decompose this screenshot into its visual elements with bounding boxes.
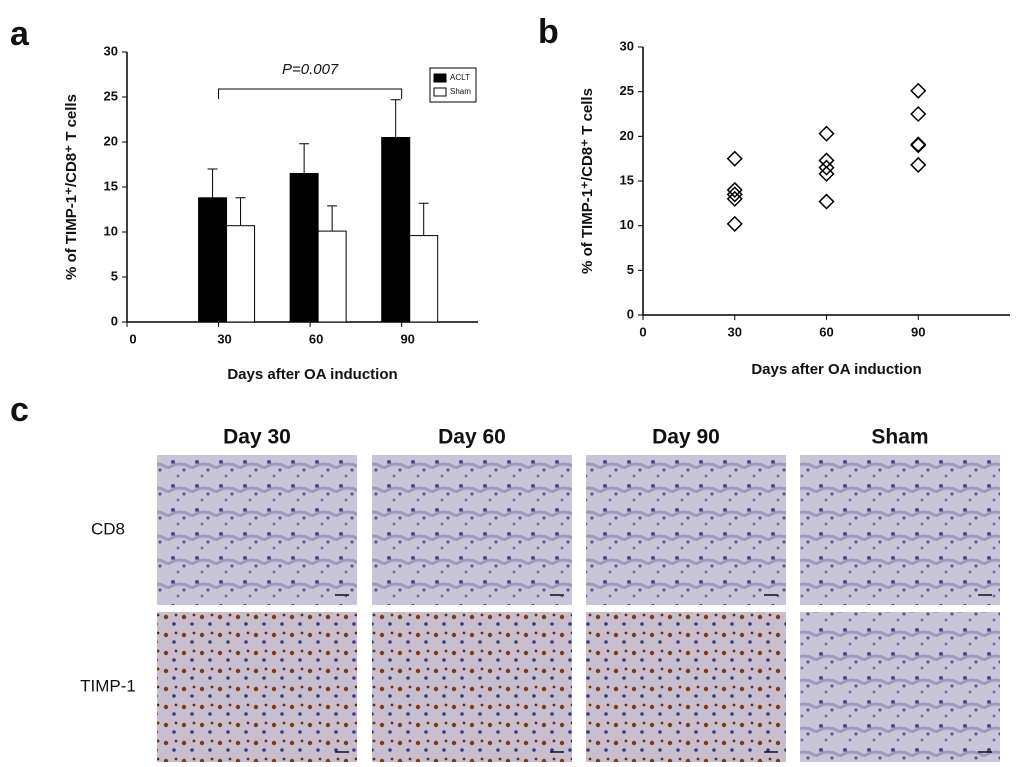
y-axis-label: % of TIMP-1⁺/CD8⁺ T cells bbox=[63, 94, 80, 280]
y-axis-label: % of TIMP-1⁺/CD8⁺ T cells bbox=[579, 88, 596, 274]
point bbox=[818, 159, 835, 176]
point bbox=[726, 150, 743, 167]
y-tick-label: 25 bbox=[104, 88, 118, 103]
x-tick-label: 60 bbox=[309, 331, 323, 346]
legend-swatch bbox=[433, 73, 447, 83]
x-tick-label: 60 bbox=[819, 324, 833, 339]
legend-label: Sham bbox=[450, 87, 471, 96]
y-tick-label: 30 bbox=[104, 43, 118, 58]
error-bar bbox=[235, 197, 246, 226]
error-bar bbox=[390, 99, 401, 138]
point bbox=[910, 82, 927, 99]
x-tick-label: 0 bbox=[129, 331, 136, 346]
point bbox=[910, 105, 927, 123]
y-tick-label: 10 bbox=[104, 223, 118, 238]
y-tick-label: 15 bbox=[620, 172, 634, 187]
x-tick-label: 30 bbox=[217, 331, 231, 346]
micrograph bbox=[372, 612, 572, 762]
micrograph bbox=[586, 455, 786, 605]
x-tick-label: 90 bbox=[400, 331, 414, 346]
column-header: Day 90 bbox=[652, 426, 720, 449]
point bbox=[726, 186, 743, 203]
y-tick-label: 20 bbox=[104, 133, 118, 148]
bar bbox=[381, 137, 411, 323]
point bbox=[726, 215, 743, 232]
micrograph bbox=[157, 612, 357, 762]
point bbox=[726, 181, 743, 198]
x-tick-label: 30 bbox=[728, 324, 742, 339]
point bbox=[726, 190, 743, 207]
panel-label: b bbox=[538, 13, 559, 51]
row-label: CD8 bbox=[91, 519, 125, 538]
bar bbox=[289, 173, 319, 323]
y-tick-label: 30 bbox=[620, 38, 634, 53]
error-bar bbox=[299, 143, 310, 174]
bar bbox=[317, 230, 347, 323]
micrograph bbox=[157, 455, 357, 605]
y-tick-label: 0 bbox=[111, 313, 118, 328]
point bbox=[910, 156, 927, 173]
bar bbox=[409, 235, 439, 323]
x-axis-label: Days after OA induction bbox=[751, 361, 921, 378]
column-header: Day 60 bbox=[438, 426, 506, 449]
y-tick-label: 15 bbox=[104, 178, 118, 193]
error-bar bbox=[207, 168, 218, 198]
x-tick-label: 90 bbox=[911, 324, 925, 339]
bar bbox=[226, 225, 256, 323]
y-tick-label: 5 bbox=[111, 268, 118, 283]
legend-label: ACLT bbox=[450, 73, 470, 82]
x-axis-label: Days after OA induction bbox=[227, 366, 397, 383]
point bbox=[818, 165, 835, 182]
y-tick-label: 5 bbox=[627, 262, 634, 277]
legend-swatch bbox=[433, 87, 447, 97]
panel-label: a bbox=[10, 15, 30, 53]
point bbox=[818, 125, 835, 142]
micrograph bbox=[586, 612, 786, 762]
y-tick-label: 10 bbox=[620, 217, 634, 232]
panel-label: c bbox=[10, 391, 29, 429]
error-bar bbox=[327, 205, 338, 232]
x-tick-label: 0 bbox=[639, 324, 646, 339]
y-tick-label: 20 bbox=[620, 128, 634, 143]
y-tick-label: 25 bbox=[620, 83, 634, 98]
bar bbox=[198, 197, 228, 323]
column-header: Day 30 bbox=[223, 426, 291, 449]
bracket bbox=[218, 88, 403, 99]
micrograph bbox=[372, 455, 572, 605]
point bbox=[818, 193, 835, 210]
annotation: P=0.007 bbox=[282, 61, 339, 78]
y-tick-label: 0 bbox=[627, 306, 634, 321]
micrograph bbox=[800, 455, 1000, 605]
point bbox=[910, 136, 927, 153]
error-bar bbox=[418, 202, 429, 236]
row-label: TIMP-1 bbox=[80, 676, 136, 695]
point bbox=[910, 137, 927, 154]
column-header: Sham bbox=[871, 426, 928, 449]
micrograph bbox=[800, 612, 1000, 762]
